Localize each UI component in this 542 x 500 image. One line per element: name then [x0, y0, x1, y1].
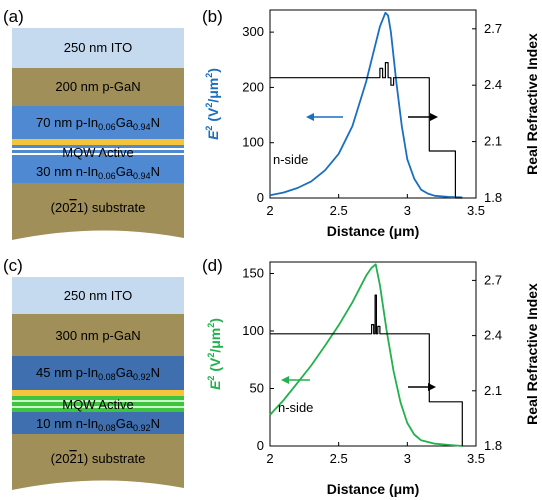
mqw-well-a2	[12, 153, 184, 155]
chart-d: (d) 2 2.5 3 3.5 0 50 100 150 1.8 2.1 2.4 2.7 Dist…	[202, 256, 540, 497]
y-left-tick-label-d-0: 0	[257, 438, 264, 453]
ningan-layer-a	[12, 159, 184, 183]
x-tick-label-d-2: 3	[404, 451, 411, 466]
ito-label-c: 250 nm ITO	[64, 288, 132, 303]
pingan-label-c: 45 nm p-In0.08Ga0.92N	[36, 365, 160, 382]
ebl-layer-c	[12, 390, 184, 396]
y-left-tick-label-d-1: 50	[250, 381, 264, 396]
plot-frame-d	[269, 261, 477, 447]
y-left-tick-label-b-0: 0	[257, 190, 264, 205]
chart-b: (b) 2 2.5 3 3.5 0 100 200 300 1.8 2.1 2.4 2.7 Dis…	[202, 7, 540, 239]
pgan-layer-a	[12, 68, 184, 106]
pgan-label-c: 300 nm p-GaN	[55, 328, 140, 343]
mqw-well-c1	[12, 400, 184, 402]
x-tick-label-b-3: 3.5	[467, 203, 485, 218]
pgan-label-a: 200 nm p-GaN	[55, 79, 140, 94]
x-axis-title-b: Distance (μm)	[327, 223, 420, 239]
x-tick-label-b-2: 3	[404, 203, 411, 218]
layer-stack-c: (c) 250 nm ITO 300 nm p-GaN 45 nm p-In0.…	[3, 256, 184, 490]
y-axis-left-title-b: E2 (V2/μm2)	[204, 68, 221, 140]
ningan-layer-c	[12, 412, 184, 434]
substrate-c	[12, 434, 184, 490]
arrow-right-d	[408, 383, 436, 391]
ebl-layer-a	[12, 139, 184, 145]
y-left-tick-label-b-3: 300	[242, 24, 264, 39]
mqw-label-a: MQW Active	[62, 145, 134, 160]
ito-layer-c	[12, 277, 184, 314]
pingan-layer-a	[12, 106, 184, 139]
pingan-layer-c	[12, 356, 184, 390]
y-left-tick-label-b-1: 100	[242, 135, 264, 150]
substrate-a	[12, 183, 184, 240]
x-tick-label-b-1: 2.5	[330, 203, 348, 218]
ito-layer-a	[12, 28, 184, 68]
pgan-layer-c	[12, 314, 184, 356]
arrow-right-b	[408, 113, 438, 121]
y-right-tick-label-d-0: 1.8	[484, 438, 502, 453]
ningan-label-a: 30 nm n-In0.06Ga0.94N	[36, 164, 160, 181]
layer-stack-a: (a) 250 nm ITO 200 nm p-GaN 70 nm p-In0.…	[3, 7, 184, 240]
y-right-tick-label-b-1: 2.1	[484, 134, 502, 149]
substrate-label-a: (2021) substrate	[51, 200, 146, 215]
y-left-tick-label-d-2: 100	[242, 323, 264, 338]
arrow-left-b	[306, 113, 343, 121]
panel-label-d: (d)	[202, 256, 223, 275]
y-right-tick-label-b-0: 1.8	[484, 190, 502, 205]
y-axis-left-title-d: E2 (V2/μm2)	[206, 318, 223, 390]
panel-label-a: (a)	[3, 7, 24, 26]
y-left-tick-label-d-3: 150	[242, 266, 264, 281]
panel-label-b: (b)	[202, 7, 223, 26]
mqw-well-c2	[12, 406, 184, 408]
mqw-well-a1	[12, 148, 184, 150]
refractive-index-line-b	[270, 61, 463, 199]
y-left-tick-label-b-2: 200	[242, 79, 264, 94]
y-right-tick-label-d-3: 2.7	[484, 272, 502, 287]
arrow-left-d	[281, 376, 310, 384]
x-tick-label-d-0: 2	[266, 451, 273, 466]
plot-frame-b	[269, 9, 477, 199]
panel-label-c: (c)	[3, 256, 23, 275]
y-right-tick-label-d-1: 2.1	[484, 383, 502, 398]
ito-label-a: 250 nm ITO	[64, 40, 132, 55]
x-axis-title-d: Distance (μm)	[327, 481, 420, 497]
substrate-label-c: (2021) substrate	[51, 451, 146, 466]
x-tick-label-d-1: 2.5	[330, 451, 348, 466]
ningan-label-c: 10 nm n-In0.08Ga0.92N	[36, 416, 160, 433]
annotation-n-side-b: n-side	[273, 152, 308, 167]
efield-curve-b	[269, 11, 463, 199]
efield-curve-d	[269, 263, 463, 447]
y-right-tick-label-d-2: 2.4	[484, 328, 502, 343]
y-right-tick-label-b-3: 2.7	[484, 21, 502, 36]
y-axis-right-title-b: Real Refractive Index	[524, 33, 540, 175]
refractive-index-line-d	[270, 294, 463, 446]
mqw-label-c: MQW Active	[62, 397, 134, 412]
x-tick-label-d-3: 3.5	[467, 451, 485, 466]
pingan-label-a: 70 nm p-In0.06Ga0.94N	[36, 115, 160, 132]
annotation-n-side-d: n-side	[278, 400, 313, 415]
y-axis-right-title-d: Real Refractive Index	[524, 283, 540, 425]
x-tick-label-b-0: 2	[266, 203, 273, 218]
y-right-tick-label-b-2: 2.4	[484, 77, 502, 92]
